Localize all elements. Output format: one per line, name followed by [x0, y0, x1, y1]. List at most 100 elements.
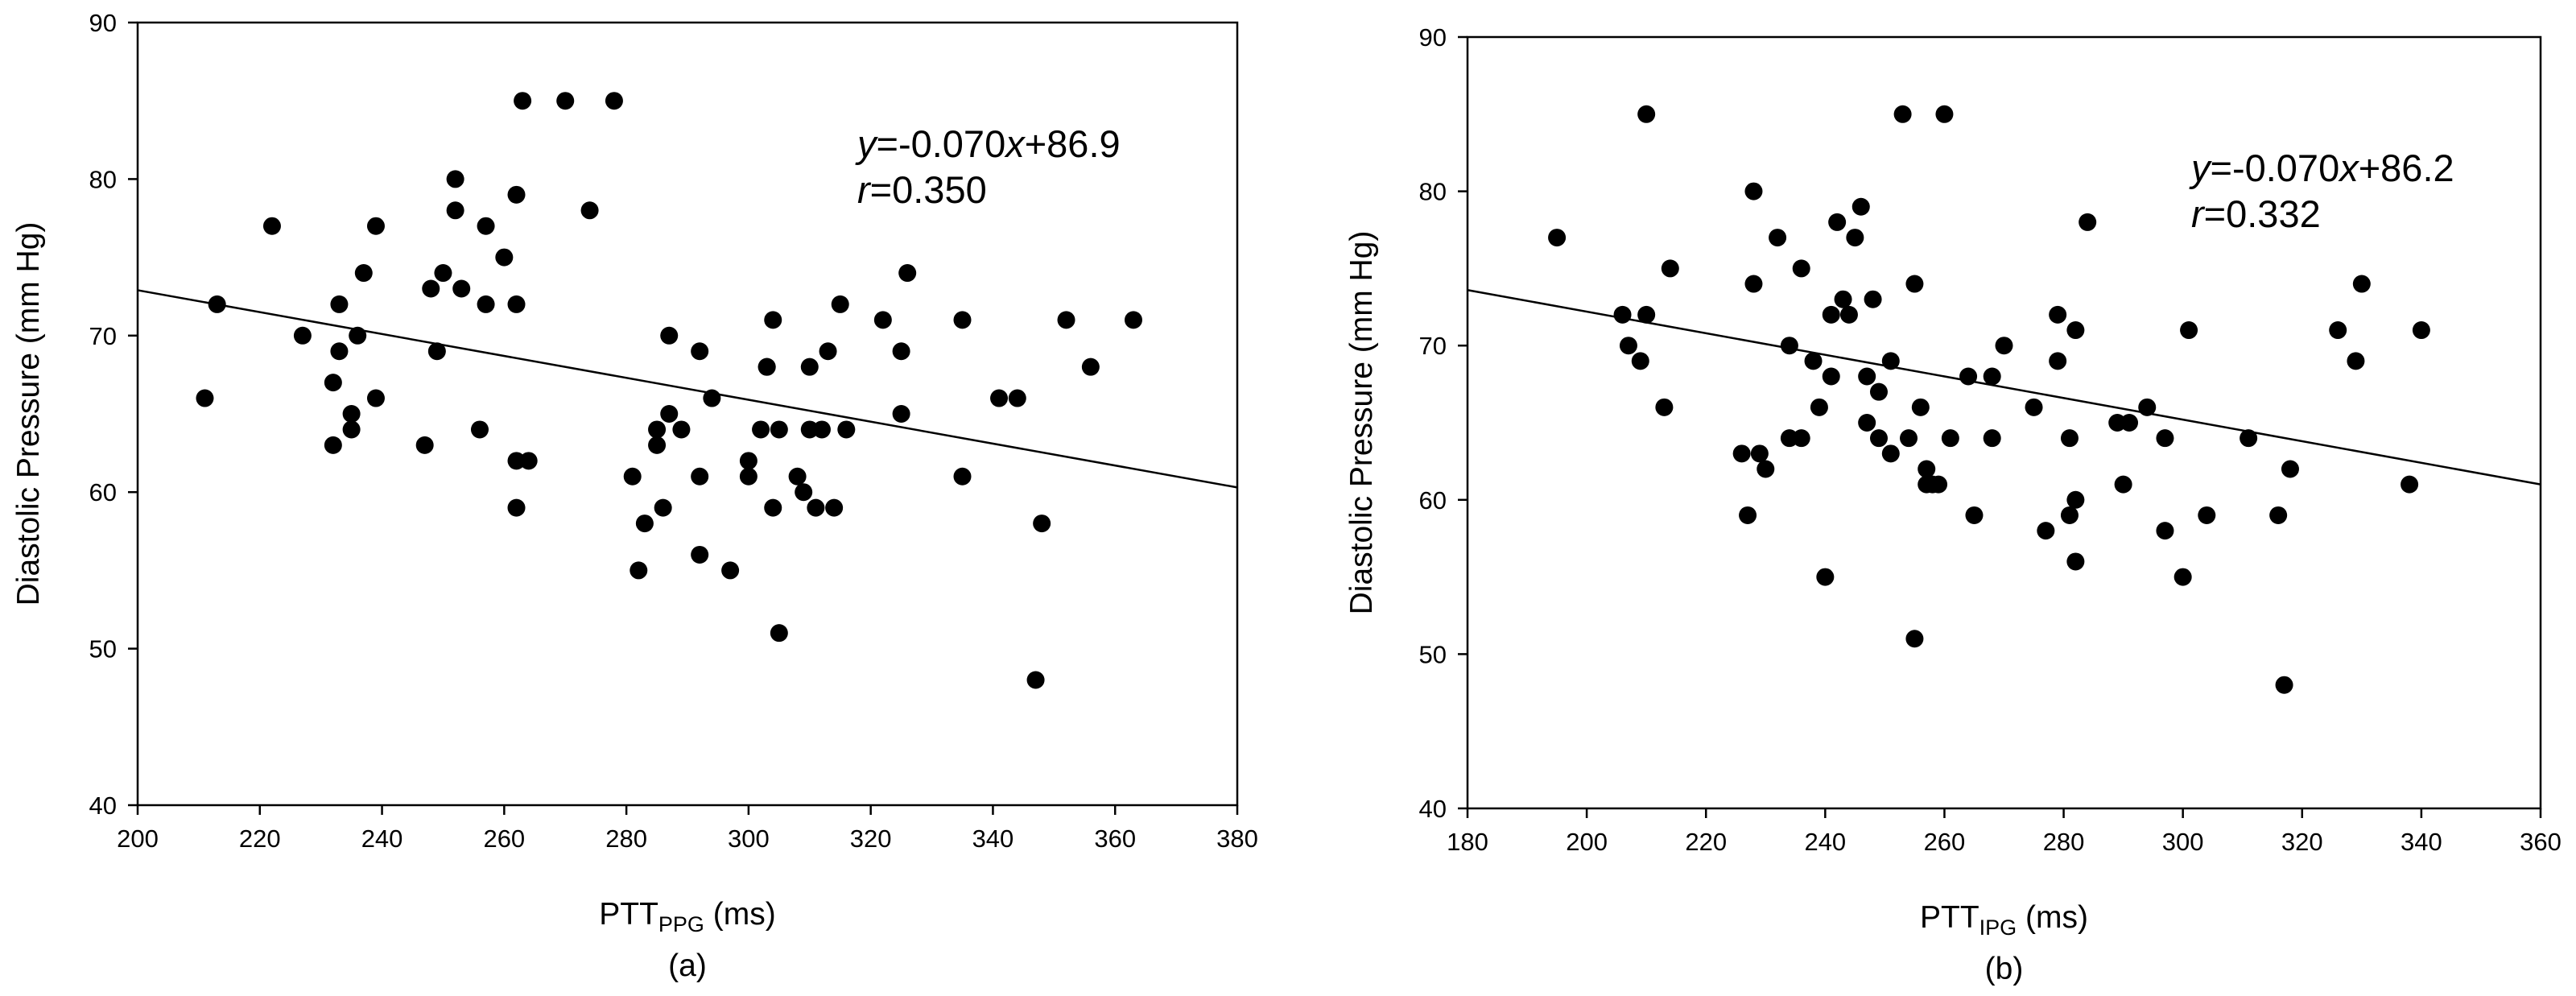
x-tick-label: 240	[361, 824, 403, 853]
data-point	[1869, 382, 1888, 401]
data-point	[514, 92, 532, 110]
data-point	[1008, 389, 1026, 407]
data-point	[1631, 352, 1649, 370]
data-point	[892, 405, 910, 423]
equation-part-equation-tail: +86.9	[1025, 122, 1121, 165]
correlation-coefficient: r=0.332	[2191, 192, 2321, 235]
data-point	[2066, 490, 2085, 509]
data-point	[1769, 229, 1787, 247]
x-axis-label-subscript: PPG	[658, 912, 704, 936]
data-point	[2281, 460, 2299, 478]
data-point	[812, 420, 831, 439]
data-point	[1033, 515, 1051, 533]
data-point	[2060, 429, 2079, 448]
data-point	[2066, 552, 2085, 571]
data-point	[739, 452, 758, 470]
y-tick-label: 50	[89, 635, 117, 663]
data-point	[2352, 275, 2371, 293]
data-point	[477, 217, 495, 235]
data-point	[1780, 337, 1798, 355]
y-tick-label: 90	[89, 9, 117, 37]
data-point	[2060, 506, 2079, 524]
x-tick-label: 360	[2520, 828, 2562, 856]
data-point	[770, 624, 788, 643]
data-point	[1834, 290, 1852, 308]
data-point	[293, 326, 312, 345]
data-point	[556, 92, 575, 110]
data-point	[1792, 429, 1810, 448]
x-tick-label: 300	[2162, 828, 2204, 856]
data-point	[953, 467, 972, 486]
data-point	[2275, 676, 2293, 694]
x-tick-label: 200	[117, 824, 159, 853]
x-tick-label: 340	[972, 824, 1014, 853]
data-point	[2114, 475, 2132, 494]
plot-frame	[1466, 35, 2542, 810]
data-point	[691, 342, 709, 361]
data-point	[1661, 259, 1679, 278]
x-tick-label: 240	[1804, 828, 1846, 856]
data-point	[1822, 367, 1840, 386]
data-point	[422, 279, 440, 298]
data-point	[1792, 259, 1810, 278]
data-point	[2180, 321, 2198, 340]
regression-line	[137, 289, 1238, 489]
data-point	[1839, 305, 1858, 324]
data-point	[366, 217, 385, 235]
data-point	[892, 342, 910, 361]
data-point	[1637, 105, 1656, 123]
x-tick-label: 280	[605, 824, 647, 853]
correlation-coefficient: r=0.350	[857, 168, 987, 211]
y-tick-label: 70	[1419, 332, 1447, 360]
data-point	[2156, 429, 2174, 448]
plot-frame	[136, 21, 1239, 807]
y-tick-label: 90	[1419, 23, 1447, 52]
x-tick-label: 220	[239, 824, 281, 853]
data-point	[800, 420, 819, 439]
x-axis-label-main: PTT	[1920, 900, 1979, 935]
data-point	[470, 420, 489, 439]
x-axis-label-unit: (ms)	[2017, 900, 2088, 935]
data-point	[672, 420, 691, 439]
data-point	[324, 436, 342, 454]
data-point	[324, 374, 342, 392]
data-point	[262, 217, 281, 235]
y-axis-label: Diastolic Pressure (mm Hg)	[1344, 231, 1379, 615]
data-point	[1124, 311, 1142, 329]
data-point	[691, 545, 709, 564]
data-point	[1816, 568, 1835, 586]
data-point	[1744, 182, 1763, 200]
data-point	[654, 498, 672, 517]
data-point	[507, 295, 526, 313]
data-point	[349, 326, 367, 345]
data-point	[1905, 630, 1924, 648]
data-point	[953, 311, 972, 329]
data-point	[1869, 429, 1888, 448]
y-tick-label: 50	[1419, 640, 1447, 668]
x-tick-label: 220	[1685, 828, 1727, 856]
data-point	[342, 420, 361, 439]
data-point	[1911, 398, 1930, 416]
r-value: =0.350	[870, 168, 987, 211]
data-point	[1757, 460, 1775, 478]
data-point	[366, 389, 385, 407]
data-point	[1846, 229, 1864, 247]
data-point	[1732, 444, 1751, 463]
data-point	[660, 326, 679, 345]
y-tick-label: 70	[89, 322, 117, 350]
data-point	[758, 357, 776, 376]
data-point	[2156, 522, 2174, 540]
x-tick-label: 260	[483, 824, 525, 853]
data-point	[507, 498, 526, 517]
data-point	[630, 561, 648, 580]
y-tick-label: 40	[89, 791, 117, 820]
data-point	[1930, 475, 1948, 494]
data-point	[605, 92, 623, 110]
data-point	[2174, 568, 2192, 586]
data-point	[770, 420, 788, 439]
data-point	[1081, 357, 1100, 376]
data-point	[1935, 105, 1954, 123]
data-point	[1983, 429, 2001, 448]
data-point	[1858, 367, 1876, 386]
